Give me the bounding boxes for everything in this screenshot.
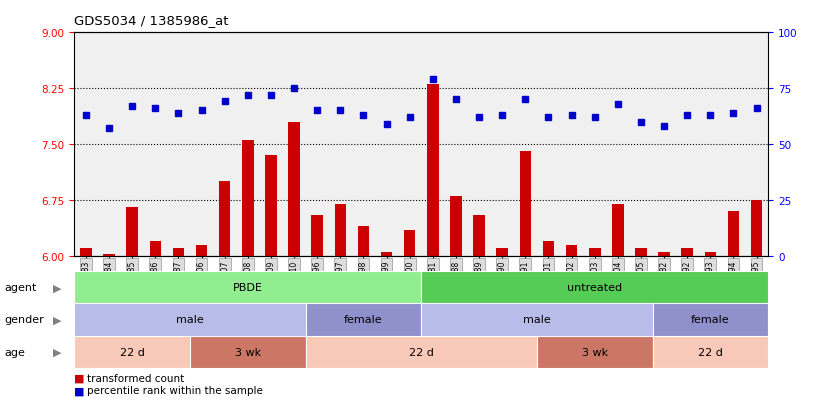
Bar (635, 249, 647, 256)
Bar (265, 156, 277, 256)
Bar (242, 141, 254, 256)
Text: transformed count: transformed count (87, 373, 184, 383)
Bar (219, 182, 230, 256)
Bar (537, 336, 653, 368)
Text: PBDE: PBDE (233, 282, 263, 292)
Bar (196, 245, 207, 256)
Bar (311, 215, 323, 256)
Bar (421, 271, 768, 304)
Text: female: female (344, 315, 382, 325)
Bar (74, 271, 421, 304)
Bar (190, 336, 306, 368)
Bar (681, 249, 693, 256)
Text: percentile rank within the sample: percentile rank within the sample (87, 385, 263, 395)
Bar (566, 245, 577, 256)
Text: 22 d: 22 d (698, 347, 723, 357)
Bar (74, 304, 306, 336)
Bar (496, 249, 508, 256)
Bar (612, 204, 624, 256)
Bar (358, 226, 369, 256)
Text: GDS5034 / 1385986_at: GDS5034 / 1385986_at (74, 14, 229, 27)
Bar (74, 336, 190, 368)
Bar (520, 152, 531, 256)
Bar (543, 241, 554, 256)
Text: female: female (691, 315, 729, 325)
Bar (306, 336, 537, 368)
Text: agent: agent (4, 282, 36, 292)
Bar (335, 204, 346, 256)
Bar (450, 197, 462, 256)
Text: ▶: ▶ (53, 347, 61, 357)
Text: male: male (523, 315, 551, 325)
Text: 3 wk: 3 wk (582, 347, 608, 357)
Text: 22 d: 22 d (409, 347, 434, 357)
Bar (653, 336, 768, 368)
Text: male: male (176, 315, 204, 325)
Bar (705, 252, 716, 256)
Text: ▶: ▶ (53, 315, 61, 325)
Text: ▶: ▶ (53, 282, 61, 292)
Bar (173, 249, 184, 256)
Bar (728, 211, 739, 256)
Bar (473, 215, 485, 256)
Bar (421, 304, 653, 336)
Bar (404, 230, 415, 256)
Bar (126, 208, 138, 256)
Bar (653, 304, 768, 336)
Bar (306, 304, 421, 336)
Text: ■: ■ (74, 373, 85, 383)
Bar (80, 249, 92, 256)
Text: gender: gender (4, 315, 44, 325)
Bar (288, 122, 300, 256)
Text: ■: ■ (74, 385, 85, 395)
Text: 22 d: 22 d (120, 347, 145, 357)
Bar (589, 249, 601, 256)
Bar (150, 241, 161, 256)
Bar (103, 254, 115, 256)
Text: age: age (4, 347, 25, 357)
Bar (658, 252, 670, 256)
Bar (427, 85, 439, 256)
Bar (381, 252, 392, 256)
Text: 3 wk: 3 wk (235, 347, 261, 357)
Text: untreated: untreated (567, 282, 622, 292)
Bar (751, 200, 762, 256)
